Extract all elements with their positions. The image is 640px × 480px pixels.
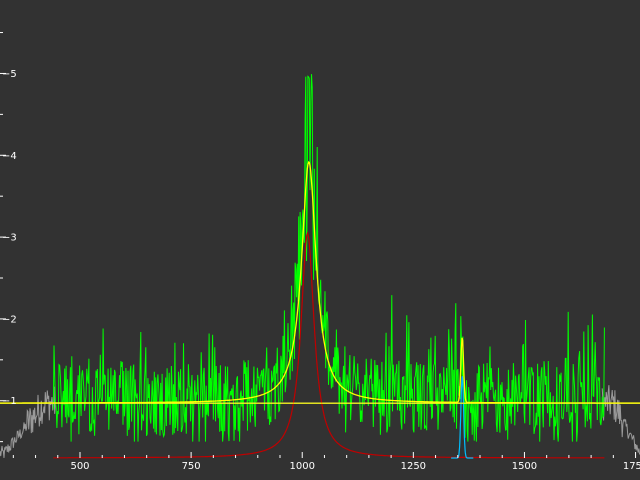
x-tick-label-1000: 1000 — [289, 461, 314, 472]
y-tick-label-5: −5 — [2, 69, 17, 80]
y-tick-label-3: −3 — [2, 233, 17, 244]
x-tick-label-1750: 1750 — [623, 461, 640, 472]
x-tick-label-1250: 1250 — [401, 461, 426, 472]
y-tick-label-2: −2 — [2, 314, 17, 325]
x-tick-label-750: 750 — [182, 461, 201, 472]
gaussian-component-line — [451, 376, 474, 459]
x-tick-label-500: 500 — [70, 461, 89, 472]
x-tick-label-1500: 1500 — [512, 461, 537, 472]
series-layer — [0, 74, 640, 459]
lorentzian-component-line — [53, 231, 605, 459]
axis-layer: 500 750 1000 1250 1500 1750 −1 −2 −3 −4 −5 — [0, 32, 640, 472]
raw-data-line-right — [601, 385, 640, 455]
y-tick-label-1: −1 — [2, 396, 17, 407]
y-tick-label-4: −4 — [2, 151, 17, 162]
